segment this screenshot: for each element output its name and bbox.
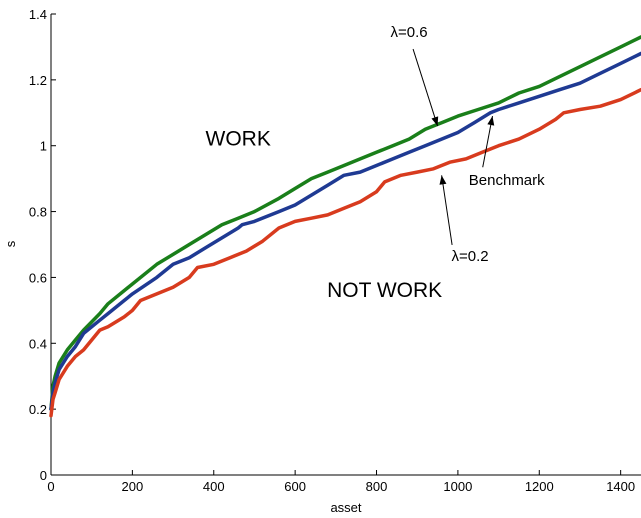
y-tick-label: 0 [40, 468, 47, 483]
annotation-arrow-line [441, 175, 453, 246]
y-tick-label: 0.2 [29, 402, 47, 417]
y-tick-label: 1.2 [29, 73, 47, 88]
series-layer [49, 35, 641, 418]
series-line-1 [49, 35, 641, 411]
y-tick-label: 1.4 [29, 7, 47, 22]
y-tick-label: 0.4 [29, 336, 47, 351]
region-label: WORK [206, 128, 271, 151]
annotation-label: Benchmark [469, 172, 545, 189]
series-line-3 [49, 87, 641, 418]
x-tick-label: 800 [366, 479, 388, 494]
x-axis-label: asset [330, 500, 361, 515]
y-ticks: 0 0.2 0.4 0.6 0.8 1 1.2 1.4 [29, 7, 56, 483]
region-label: NOT WORK [327, 279, 442, 302]
x-tick-label: 1400 [606, 479, 635, 494]
series-line-2 [49, 51, 641, 411]
x-tick-label: 600 [284, 479, 306, 494]
y-tick-label: 1 [40, 139, 47, 154]
y-tick-label: 0.8 [29, 205, 47, 220]
annotation-label: λ=0.2 [452, 248, 489, 265]
annotation-arrowhead [487, 116, 495, 126]
x-tick-label: 1000 [443, 479, 472, 494]
x-tick-label: 0 [47, 479, 54, 494]
annotation-label: λ=0.6 [391, 24, 428, 41]
x-tick-label: 400 [203, 479, 225, 494]
annotation-layer: WORK NOT WORK λ=0.6 Benchmark λ=0.2 [206, 24, 546, 302]
annotation-arrowhead [431, 116, 439, 126]
plot-area: 0 200 400 600 800 1000 1200 1400 0 0.2 0.4 0.6 0.8 1… [29, 7, 641, 494]
annotation-arrowhead [439, 175, 447, 185]
annotation-arrow-line [412, 48, 439, 127]
y-axis-label: s [3, 240, 18, 247]
x-ticks: 0 200 400 600 800 1000 1200 1400 [47, 470, 635, 494]
x-tick-label: 1200 [525, 479, 554, 494]
y-tick-label: 0.6 [29, 270, 47, 285]
x-tick-label: 200 [122, 479, 144, 494]
